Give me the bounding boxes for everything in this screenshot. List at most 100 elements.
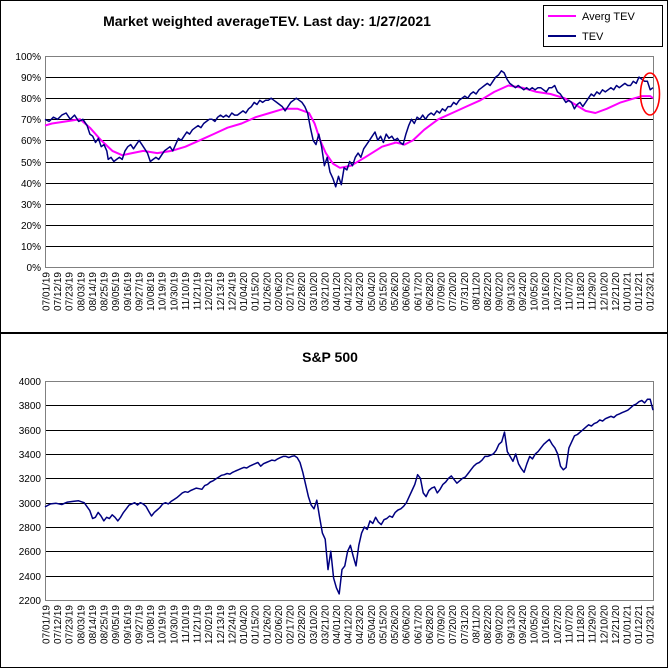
tev-chart: Market weighted averageTEV. Last day: 1/… [15,5,663,311]
tev-x-tick-label: 01/23/21 [646,272,657,311]
tev-x-tick-label: 02/28/20 [297,272,308,311]
sp500-y-tick-label: 4000 [19,377,42,388]
tev-x-tick-label: 09/16/19 [123,272,134,311]
tev-y-axis: 0% 10% 20% 30% 40% 50% 60% 70% 80% 90% 100% [15,52,41,274]
tev-x-tick-label: 07/01/19 [42,272,53,311]
tev-x-tick-label: 12/13/19 [216,272,227,311]
tev-x-tick-label: 02/06/20 [274,272,285,311]
sp500-x-tick-label: 07/23/19 [65,605,76,644]
sp500-x-tick-label: 09/24/20 [518,605,529,644]
tev-x-tick-label: 07/23/19 [65,272,76,311]
sp500-y-tick-label: 3400 [19,450,42,461]
sp500-x-tick-label: 07/20/20 [448,605,459,644]
legend-label-tev: TEV [582,31,604,43]
sp500-x-tick-label: 02/17/20 [286,605,297,644]
sp500-x-tick-label: 07/09/20 [437,605,448,644]
tev-x-tick-label: 08/03/19 [76,272,87,311]
sp500-y-tick-label: 3200 [19,474,42,485]
tev-y-tick-label: 0% [27,263,42,274]
sp500-x-tick-label: 07/31/20 [460,605,471,644]
legend-box [543,5,663,47]
tev-x-tick-label: 06/28/20 [425,272,436,311]
tev-x-tick-label: 10/05/20 [530,272,541,311]
sp500-x-tick-label: 10/08/19 [146,605,157,644]
tev-y-tick-label: 100% [15,52,41,63]
tev-series-group [44,70,654,188]
tev-y-tick-label: 30% [21,200,41,211]
tev-y-tick-label: 50% [21,158,41,169]
tev-series-line-tev [44,70,654,188]
sp500-x-tick-label: 11/29/20 [588,605,599,644]
sp500-x-tick-label: 12/13/19 [216,605,227,644]
sp500-x-tick-label: 03/21/20 [320,605,331,644]
tev-x-tick-label: 08/11/20 [471,272,482,311]
tev-grid [45,77,653,247]
tev-x-tick-label: 11/21/19 [193,272,204,311]
sp500-x-tick-label: 09/16/19 [123,605,134,644]
sp500-x-tick-label: 09/05/19 [111,605,122,644]
tev-x-tick-label: 06/06/20 [402,272,413,311]
tev-x-tick-label: 09/05/19 [111,272,122,311]
tev-y-tick-label: 60% [21,136,41,147]
tev-x-tick-label: 01/04/20 [239,272,250,311]
sp500-x-tick-label: 04/23/20 [355,605,366,644]
sp500-y-tick-label: 2400 [19,572,42,583]
sp500-x-tick-label: 06/28/20 [425,605,436,644]
tev-y-tick-label: 20% [21,221,41,232]
sp500-y-tick-label: 3000 [19,499,42,510]
sp500-x-tick-label: 05/15/20 [378,605,389,644]
tev-x-tick-label: 10/27/20 [553,272,564,311]
tev-x-tick-label: 03/21/20 [320,272,331,311]
sp500-x-tick-label: 10/16/20 [541,605,552,644]
tev-chart-title: Market weighted averageTEV. Last day: 1/… [103,13,431,29]
tev-x-tick-label: 05/15/20 [378,272,389,311]
tev-x-tick-label: 07/12/19 [53,272,64,311]
tev-x-tick-label: 08/22/20 [483,272,494,311]
sp500-x-tick-label: 01/26/20 [262,605,273,644]
sp500-x-tick-label: 09/02/20 [495,605,506,644]
sp500-x-tick-label: 04/12/20 [344,605,355,644]
sp500-x-tick-label: 12/24/19 [227,605,238,644]
sp500-x-tick-label: 12/10/20 [599,605,610,644]
tev-x-tick-label: 01/15/20 [251,272,262,311]
tev-x-tick-label: 09/02/20 [495,272,506,311]
tev-x-tick-label: 05/04/20 [367,272,378,311]
sp500-x-tick-label: 12/02/19 [204,605,215,644]
tev-x-tick-label: 08/14/19 [88,272,99,311]
sp500-x-tick-label: 11/18/20 [576,605,587,644]
tev-x-tick-label: 06/17/20 [413,272,424,311]
sp500-chart-title: S&P 500 [302,349,358,365]
sp500-x-tick-label: 10/27/20 [553,605,564,644]
tev-y-tick-label: 90% [21,73,41,84]
tev-x-tick-label: 11/10/19 [181,272,192,311]
sp500-y-tick-label: 3600 [19,426,42,437]
legend-label-averg-tev: Averg TEV [582,11,635,23]
sp500-x-tick-label: 05/04/20 [367,605,378,644]
tev-x-tick-label: 04/12/20 [344,272,355,311]
sp500-series-group [44,398,654,595]
sp500-x-tick-label: 12/21/20 [611,605,622,644]
sp500-x-tick-label: 11/10/19 [181,605,192,644]
tev-x-tick-label: 10/30/19 [169,272,180,311]
sp500-x-tick-label: 06/06/20 [402,605,413,644]
sp500-y-axis: 2200 2400 2600 2800 3000 3200 3400 3600 3800 4000 [19,377,42,607]
tev-x-tick-label: 07/09/20 [437,272,448,311]
sp500-series-line-0 [44,398,654,595]
sp500-y-tick-label: 2200 [19,596,42,607]
sp500-x-tick-label: 08/25/19 [100,605,111,644]
sp500-x-tick-label: 10/05/20 [530,605,541,644]
tev-x-axis: 07/01/19 07/12/19 07/23/19 08/03/19 08/14/19… [42,272,657,311]
tev-x-tick-label: 09/13/20 [506,272,517,311]
sp500-x-tick-label: 05/26/20 [390,605,401,644]
sp500-x-tick-label: 02/06/20 [274,605,285,644]
sp500-x-tick-label: 11/21/19 [193,605,204,644]
sp500-x-tick-label: 08/14/19 [88,605,99,644]
sp500-x-tick-label: 11/07/20 [564,605,575,644]
sp500-x-tick-label: 07/12/19 [53,605,64,644]
tev-x-tick-label: 01/01/21 [623,272,634,311]
sp500-y-tick-label: 2800 [19,523,42,534]
top-panel-frame [0,0,668,333]
tev-x-tick-label: 10/16/20 [541,272,552,311]
sp500-x-tick-label: 01/04/20 [239,605,250,644]
tev-x-tick-label: 07/20/20 [448,272,459,311]
